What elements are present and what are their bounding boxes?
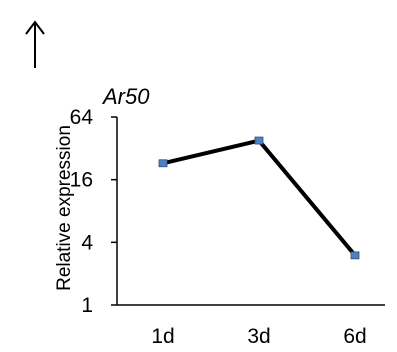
y-tick-label: 4 (81, 231, 93, 254)
y-tick-label: 1 (81, 294, 93, 317)
y-tick-label: 64 (70, 106, 94, 129)
data-point (350, 251, 360, 260)
arrow-up-icon (25, 20, 45, 68)
y-tick-labels: 1 4 16 64 (70, 106, 94, 317)
x-tick-label: 1d (151, 325, 174, 348)
x-tick-label: 3d (247, 325, 270, 348)
y-ticks (111, 116, 117, 306)
y-axis-title: Relative expression (54, 125, 75, 291)
chart-title: Ar50 (101, 84, 150, 109)
x-tick-labels: 1d 3d 6d (151, 325, 366, 348)
marker-layer (158, 136, 360, 260)
data-point (254, 136, 264, 145)
data-point (158, 159, 168, 168)
series-line (162, 138, 357, 257)
x-tick-label: 6d (343, 325, 366, 348)
y-tick-label: 16 (70, 169, 93, 192)
series-layer (162, 138, 357, 257)
